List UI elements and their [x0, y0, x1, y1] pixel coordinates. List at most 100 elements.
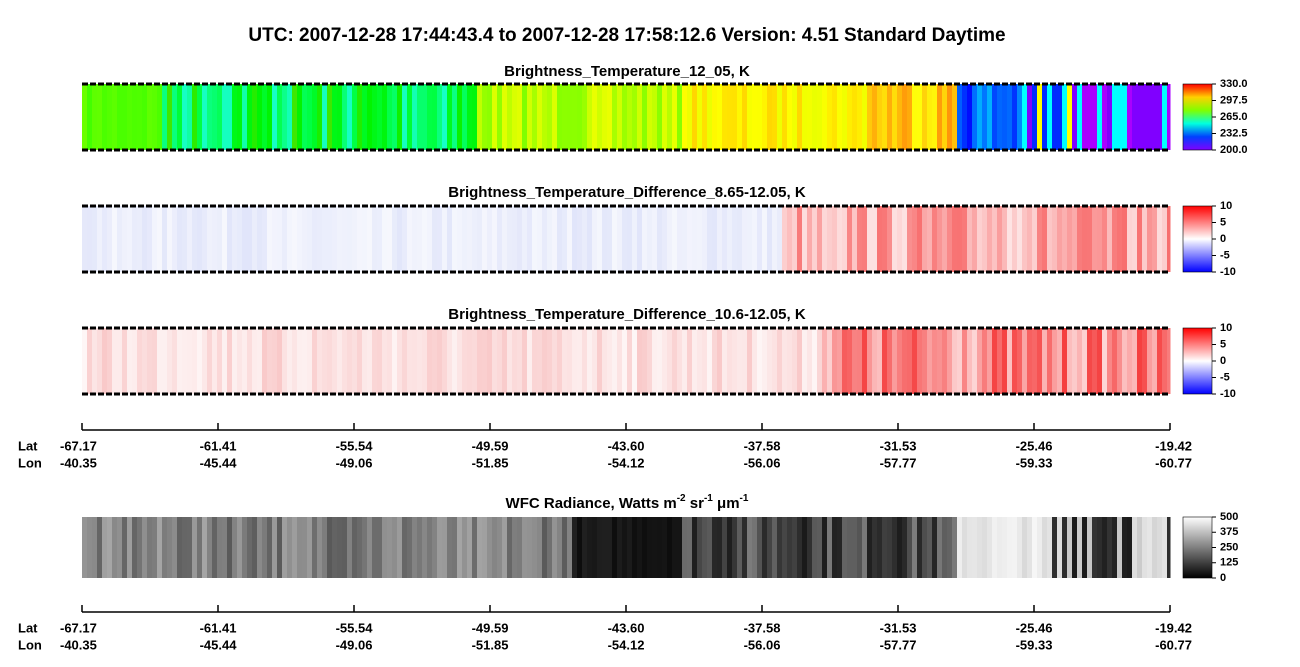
image-stripe — [357, 517, 363, 578]
image-stripe — [192, 517, 198, 578]
image-stripe — [107, 517, 113, 578]
image-stripe — [382, 328, 388, 394]
colorbar-label: -5 — [1220, 249, 1230, 261]
image-stripe — [527, 84, 533, 150]
image-stripe — [1107, 206, 1113, 272]
image-stripe — [902, 517, 908, 578]
image-stripe — [422, 517, 428, 578]
image-stripe — [722, 328, 728, 394]
image-stripe — [1087, 84, 1093, 150]
image-stripe — [437, 517, 443, 578]
image-stripe — [122, 517, 128, 578]
image-stripe — [982, 206, 988, 272]
image-stripe — [437, 206, 443, 272]
image-stripe — [457, 517, 463, 578]
image-stripe — [592, 517, 598, 578]
image-stripe — [832, 328, 838, 394]
image-stripe — [837, 84, 843, 150]
image-stripe — [82, 517, 88, 578]
colorbar-label: 265.0 — [1220, 111, 1248, 123]
image-stripe — [307, 517, 313, 578]
image-stripe — [677, 328, 683, 394]
image-stripe — [817, 84, 823, 150]
image-stripe — [667, 517, 673, 578]
image-stripe — [257, 517, 263, 578]
lon-tick-label: -49.06 — [336, 455, 373, 470]
image-stripe — [1132, 206, 1138, 272]
image-stripe — [947, 328, 953, 394]
image-stripe — [87, 84, 93, 150]
image-stripe — [882, 206, 888, 272]
image-stripe — [552, 328, 558, 394]
image-stripe — [1132, 517, 1138, 578]
image-stripe — [517, 517, 523, 578]
image-stripe — [647, 206, 653, 272]
image-stripe — [1057, 84, 1063, 150]
image-stripe — [947, 206, 953, 272]
image-stripe — [647, 517, 653, 578]
image-stripe — [487, 206, 493, 272]
image-stripe — [507, 206, 513, 272]
image-stripe — [892, 328, 898, 394]
title-part: -1 — [740, 493, 749, 504]
image-stripe — [1052, 206, 1058, 272]
image-stripe — [382, 206, 388, 272]
image-stripe — [237, 328, 243, 394]
image-stripe — [212, 328, 218, 394]
image-stripe — [607, 84, 613, 150]
image-stripe — [902, 328, 908, 394]
image-stripe — [332, 84, 338, 150]
image-stripe — [702, 328, 708, 394]
image-stripe — [907, 517, 913, 578]
image-stripe — [397, 206, 403, 272]
image-stripe — [1087, 206, 1093, 272]
image-stripe — [227, 517, 233, 578]
image-stripe — [492, 84, 498, 150]
image-stripe — [657, 206, 663, 272]
image-stripe — [272, 84, 278, 150]
image-stripe — [452, 206, 458, 272]
image-stripe — [767, 206, 773, 272]
image-stripe — [132, 84, 138, 150]
image-stripe — [212, 517, 218, 578]
image-stripe — [562, 84, 568, 150]
image-stripe — [657, 84, 663, 150]
image-stripe — [872, 517, 878, 578]
image-stripe — [652, 84, 658, 150]
image-stripe — [172, 517, 178, 578]
lat-label: Lat — [18, 620, 38, 635]
image-stripe — [412, 84, 418, 150]
image-stripe — [662, 84, 668, 150]
image-stripe — [347, 517, 353, 578]
image-stripe — [297, 84, 303, 150]
image-stripe — [642, 328, 648, 394]
image-stripe — [637, 517, 643, 578]
image-stripe — [592, 206, 598, 272]
image-stripe — [1067, 328, 1073, 394]
image-stripe — [897, 517, 903, 578]
image-stripe — [162, 328, 168, 394]
image-stripe — [622, 517, 628, 578]
image-stripe — [387, 517, 393, 578]
image-stripe — [672, 206, 678, 272]
image-stripe — [742, 206, 748, 272]
image-stripe — [762, 517, 768, 578]
image-stripe — [492, 328, 498, 394]
image-stripe — [407, 206, 413, 272]
image-stripe — [177, 517, 183, 578]
image-stripe — [867, 517, 873, 578]
image-stripe — [432, 328, 438, 394]
image-stripe — [977, 517, 983, 578]
image-stripe — [217, 328, 223, 394]
image-stripe — [497, 328, 503, 394]
image-stripe — [1162, 517, 1168, 578]
image-stripe — [422, 328, 428, 394]
image-stripe — [472, 84, 478, 150]
image-stripe — [317, 517, 323, 578]
image-stripe — [967, 206, 973, 272]
image-stripe — [327, 328, 333, 394]
image-stripe — [692, 84, 698, 150]
image-stripe — [577, 328, 583, 394]
image-stripe — [277, 517, 283, 578]
image-stripe — [392, 328, 398, 394]
